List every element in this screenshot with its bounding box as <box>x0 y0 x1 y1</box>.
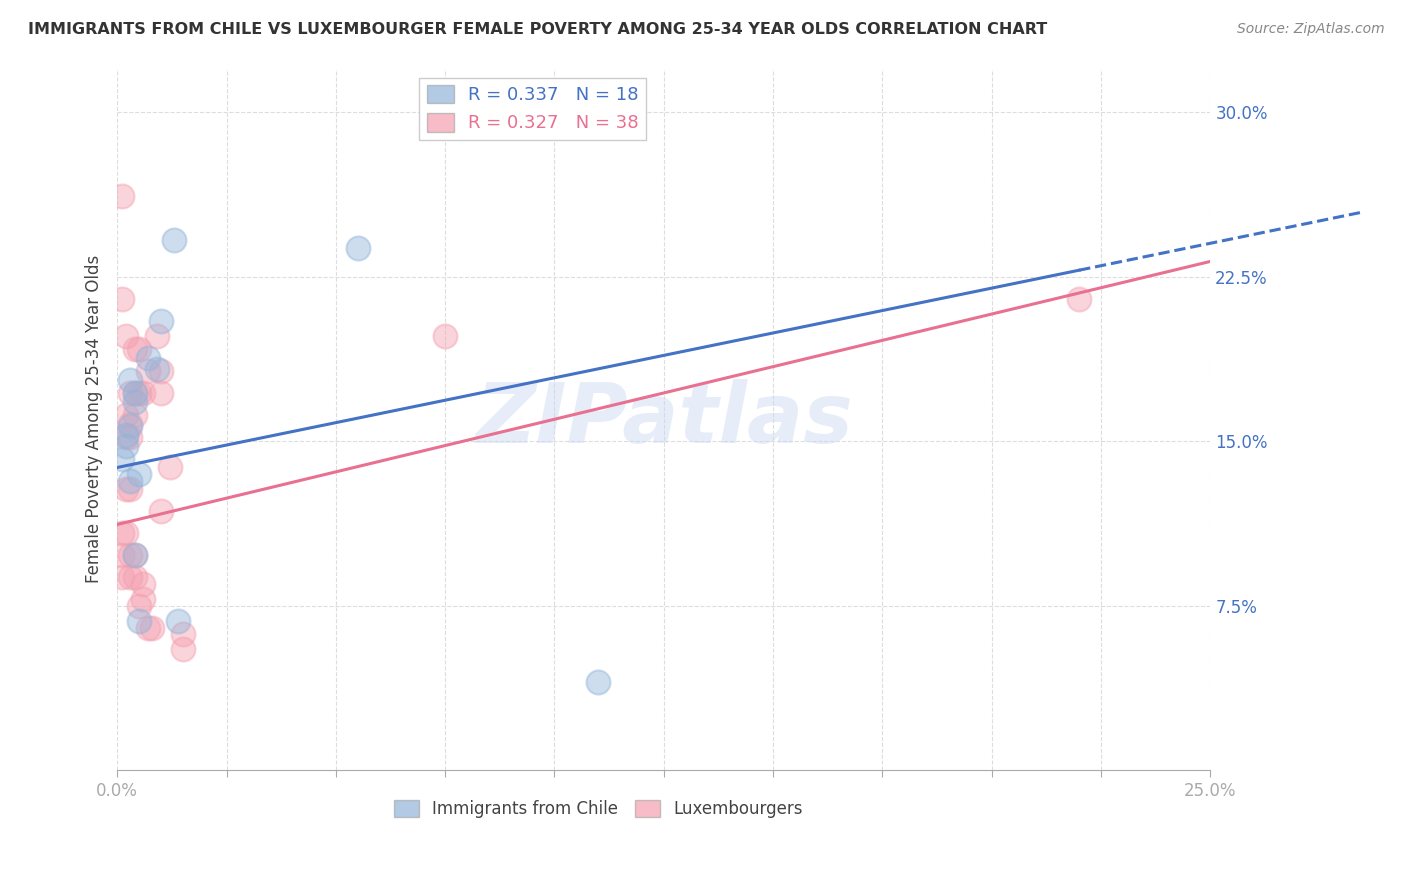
Point <box>145 329 167 343</box>
Point <box>120 417 142 431</box>
Point <box>120 430 142 444</box>
Point <box>172 627 194 641</box>
Point <box>136 620 159 634</box>
Point <box>163 233 186 247</box>
Point <box>159 460 181 475</box>
Point <box>120 548 142 562</box>
Point <box>124 548 146 562</box>
Point <box>124 570 146 584</box>
Legend: Immigrants from Chile, Luxembourgers: Immigrants from Chile, Luxembourgers <box>387 793 810 825</box>
Point <box>110 292 132 306</box>
Point <box>110 548 132 562</box>
Y-axis label: Female Poverty Among 25-34 Year Olds: Female Poverty Among 25-34 Year Olds <box>86 255 103 583</box>
Point <box>132 592 155 607</box>
Point <box>115 439 138 453</box>
Point <box>115 427 138 442</box>
Point <box>128 467 150 481</box>
Point <box>110 526 132 541</box>
Point <box>120 483 142 497</box>
Point <box>115 430 138 444</box>
Point <box>120 418 142 433</box>
Point <box>1069 292 1091 306</box>
Text: ZIPatlas: ZIPatlas <box>475 379 852 459</box>
Point <box>172 642 194 657</box>
Point <box>167 614 190 628</box>
Point <box>141 620 163 634</box>
Point <box>110 451 132 466</box>
Point <box>115 329 138 343</box>
Point <box>128 599 150 613</box>
Point <box>124 548 146 562</box>
Point <box>110 188 132 202</box>
Point <box>124 342 146 356</box>
Point <box>124 386 146 401</box>
Point <box>128 386 150 401</box>
Point <box>149 504 172 518</box>
Point <box>115 526 138 541</box>
Point <box>136 364 159 378</box>
Point <box>434 329 457 343</box>
Point <box>132 386 155 401</box>
Point <box>132 576 155 591</box>
Point <box>124 386 146 401</box>
Point <box>149 386 172 401</box>
Point <box>124 394 146 409</box>
Point <box>124 408 146 422</box>
Point <box>115 483 138 497</box>
Point <box>136 351 159 365</box>
Text: IMMIGRANTS FROM CHILE VS LUXEMBOURGER FEMALE POVERTY AMONG 25-34 YEAR OLDS CORRE: IMMIGRANTS FROM CHILE VS LUXEMBOURGER FE… <box>28 22 1047 37</box>
Point <box>115 408 138 422</box>
Point <box>149 364 172 378</box>
Text: Source: ZipAtlas.com: Source: ZipAtlas.com <box>1237 22 1385 37</box>
Point <box>120 474 142 488</box>
Point <box>128 614 150 628</box>
Point <box>120 386 142 401</box>
Point <box>145 361 167 376</box>
Point <box>128 342 150 356</box>
Point <box>346 241 368 255</box>
Point <box>586 675 609 690</box>
Point <box>110 570 132 584</box>
Point <box>120 373 142 387</box>
Point <box>120 570 142 584</box>
Point <box>149 313 172 327</box>
